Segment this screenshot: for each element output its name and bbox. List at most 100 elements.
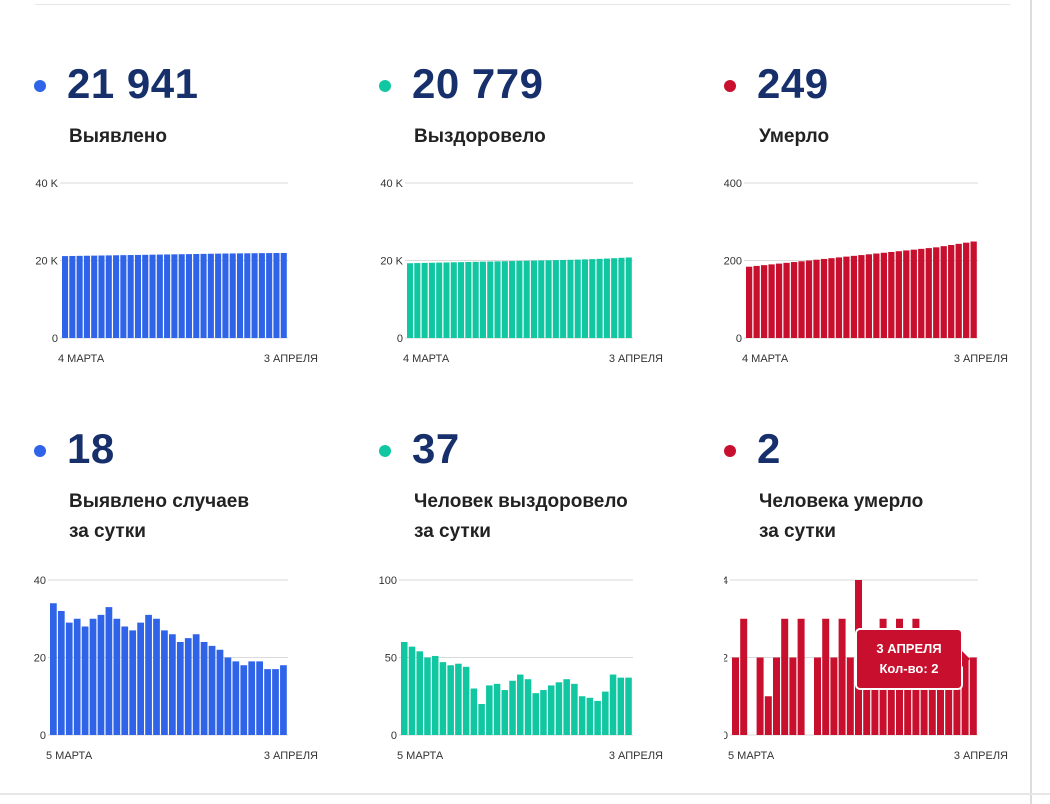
bar — [517, 674, 524, 735]
bar — [798, 261, 805, 338]
deaths-total-label: Умерло — [759, 122, 829, 152]
bar — [838, 618, 846, 735]
label-line: за сутки — [69, 521, 146, 542]
bar — [933, 247, 940, 338]
bar — [948, 245, 955, 338]
bar — [193, 253, 200, 338]
y-tick-label: 200 — [724, 256, 742, 268]
dot-red-icon — [724, 80, 736, 92]
bar — [789, 657, 797, 735]
bar — [431, 655, 439, 735]
bar — [611, 258, 618, 338]
y-tick-label: 40 K — [380, 178, 403, 190]
bar — [478, 704, 485, 735]
x-label-end: 3 АПРЕЛЯ — [264, 353, 318, 365]
bar — [918, 248, 925, 338]
panel-detected-total: 21 941 Выявлено 0 20 K 40 K 4 МАРТА 3 АПРЕЛЯ — [34, 50, 354, 430]
bar — [820, 258, 828, 338]
tooltip-pointer — [962, 651, 970, 667]
dot-blue-icon — [34, 80, 46, 92]
bar — [401, 642, 408, 735]
panel-detected-daily: 18 Выявлено случаев за сутки 0 20 40 5 МАРТ… — [34, 415, 354, 795]
detected-daily-label: Выявлено случаев за сутки — [69, 487, 249, 547]
bar — [835, 257, 843, 338]
y-tick-label: 0 — [724, 730, 728, 742]
bar — [443, 262, 450, 338]
deaths-daily-value: 2 — [757, 425, 781, 472]
right-divider — [1030, 0, 1032, 804]
panel-recovered-total: 20 779 Выздоровело 0 20 K 40 K 4 МАРТА 3 АПР… — [379, 50, 699, 430]
label-line: Выздоровело — [414, 126, 546, 147]
bar — [486, 685, 493, 735]
bar — [83, 255, 90, 338]
x-label-start: 5 МАРТА — [728, 750, 775, 762]
bar — [581, 259, 589, 338]
bar — [560, 259, 567, 338]
bar — [625, 257, 632, 338]
tooltip-title: 3 АПРЕЛЯ — [876, 641, 941, 656]
label-line: Человека умерло — [759, 491, 924, 512]
bar — [222, 253, 229, 338]
bar — [156, 254, 163, 338]
detected-total-label: Выявлено — [69, 122, 167, 152]
bar — [81, 626, 89, 735]
y-tick-label: 20 K — [380, 256, 403, 268]
recovered-total-chart: 0 20 K 40 K 4 МАРТА 3 АПРЕЛЯ — [380, 178, 663, 365]
bar — [509, 261, 516, 338]
bar — [969, 657, 977, 735]
bar — [501, 690, 509, 735]
recovered-daily-label: Человек выздоровело за сутки — [414, 487, 628, 547]
x-label-start: 5 МАРТА — [46, 750, 93, 762]
bar — [596, 258, 603, 338]
detected-total-value: 21 941 — [67, 60, 199, 107]
bar — [494, 261, 501, 338]
detected-total-chart: 0 20 K 40 K 4 МАРТА 3 АПРЕЛЯ — [35, 178, 318, 365]
bar — [574, 259, 581, 338]
bar — [828, 258, 835, 338]
bar — [858, 255, 865, 338]
bar — [756, 657, 764, 735]
bar — [732, 657, 739, 735]
bar — [781, 618, 789, 735]
y-tick-label: 50 — [385, 653, 397, 665]
bar — [120, 255, 127, 338]
x-label-start: 4 МАРТА — [58, 353, 105, 365]
y-tick-label: 20 K — [35, 256, 58, 268]
bar — [134, 254, 141, 338]
bar — [863, 657, 871, 735]
bar — [244, 253, 251, 338]
bar — [830, 657, 838, 735]
bar — [229, 253, 236, 338]
panel-deaths-total: 249 Умерло 0 200 400 4 МАРТА 3 АПРЕЛЯ — [724, 50, 1044, 430]
bar — [215, 253, 222, 338]
bar — [963, 242, 970, 338]
bar — [272, 669, 279, 735]
bar — [105, 255, 112, 338]
bar — [805, 260, 813, 338]
bar — [447, 665, 454, 735]
bar — [424, 657, 431, 735]
bar — [200, 642, 208, 735]
bar — [97, 614, 105, 735]
y-tick-label: 40 — [34, 575, 46, 587]
bar — [530, 260, 538, 338]
bar — [216, 649, 224, 735]
bar — [953, 657, 961, 735]
y-tick-label: 0 — [736, 333, 742, 345]
bar — [439, 662, 447, 735]
bar — [602, 691, 609, 735]
bar — [236, 253, 244, 338]
bar — [105, 607, 113, 735]
bottom-divider — [0, 793, 1050, 795]
bar — [142, 254, 149, 338]
x-label-end: 3 АПРЕЛЯ — [609, 750, 663, 762]
bar — [775, 263, 783, 338]
bar — [487, 261, 494, 338]
bar — [764, 696, 772, 735]
bar — [790, 262, 798, 338]
bar — [961, 657, 969, 735]
bar — [955, 243, 962, 338]
x-label-end: 3 АПРЕЛЯ — [954, 353, 1008, 365]
bar — [450, 262, 457, 338]
bar — [928, 657, 936, 735]
